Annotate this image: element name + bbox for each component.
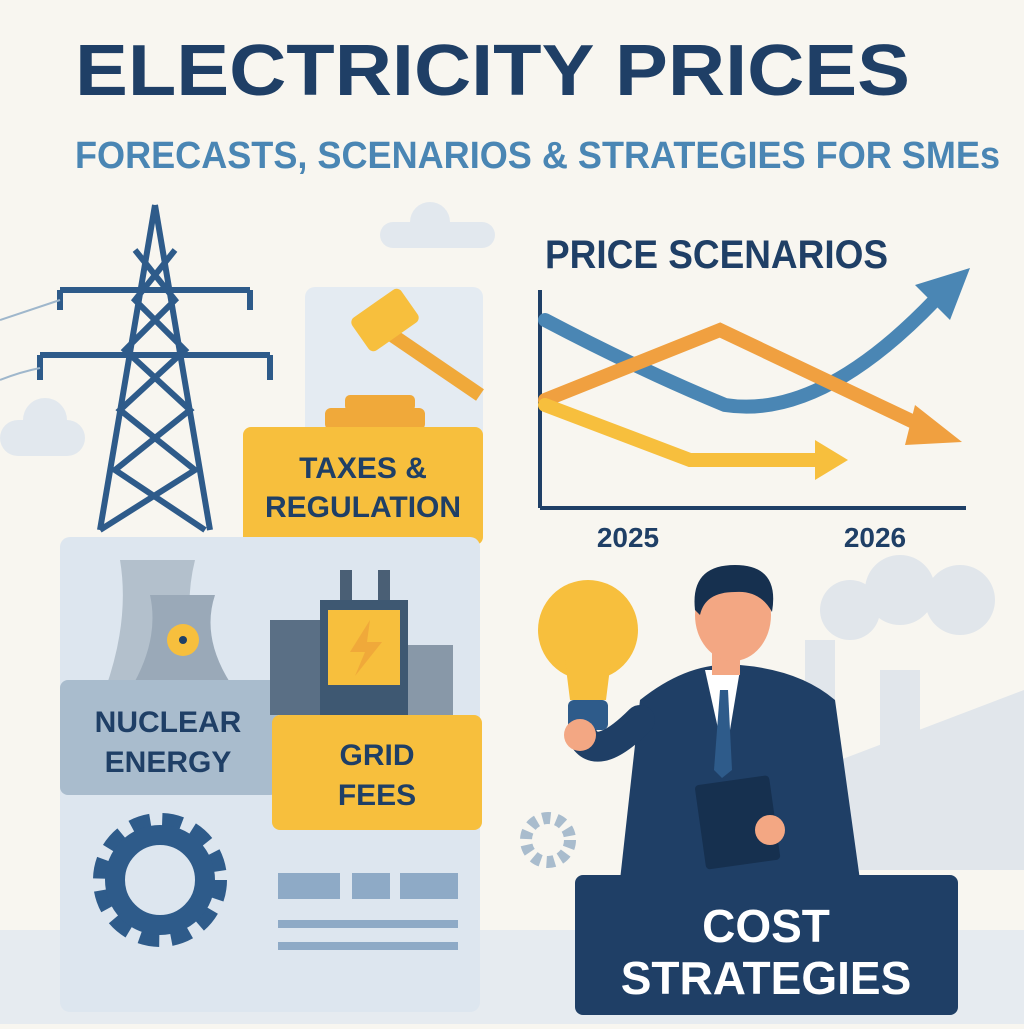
x-label: 2025 <box>597 522 659 553</box>
taxes-label: TAXES & <box>299 452 427 485</box>
scenario-lines <box>538 268 970 480</box>
gear <box>93 812 576 947</box>
nuclear-label: ENERGY <box>105 746 232 779</box>
title: ELECTRICITY PRICES <box>75 31 910 111</box>
nuclear-label: NUCLEAR <box>95 706 242 739</box>
power-plant <box>270 570 453 715</box>
subtitle: FORECASTS, SCENARIOS & STRATEGIES FOR SM… <box>75 135 1000 177</box>
bars <box>278 873 458 950</box>
cost-label: COST <box>702 900 830 952</box>
cost-box <box>575 875 958 1015</box>
pylon <box>0 204 273 533</box>
cooling-towers <box>105 560 235 690</box>
businessman <box>564 565 860 880</box>
taxes-label: REGULATION <box>265 491 461 524</box>
grid-label: FEES <box>338 779 416 812</box>
grid-label: GRID <box>340 739 415 772</box>
light-bulb <box>538 580 638 730</box>
nuclear-box <box>60 680 278 795</box>
x-label: 2026 <box>844 522 906 553</box>
gavel <box>325 288 484 430</box>
grid-box <box>272 715 482 830</box>
chart-title: PRICE SCENARIOS <box>545 233 888 277</box>
taxes-box <box>243 427 483 545</box>
cost-label: STRATEGIES <box>621 952 912 1004</box>
